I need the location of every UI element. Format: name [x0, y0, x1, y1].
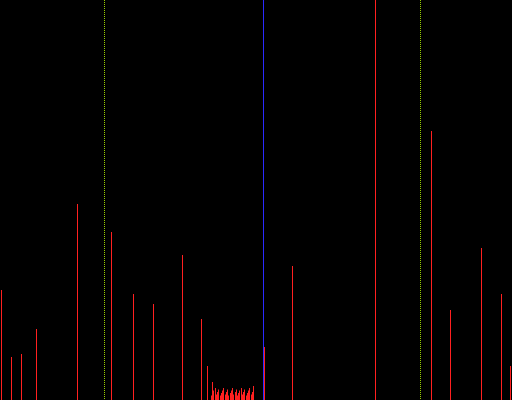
- spectrum-view[interactable]: [0, 0, 512, 400]
- spectrum-canvas[interactable]: [0, 0, 512, 400]
